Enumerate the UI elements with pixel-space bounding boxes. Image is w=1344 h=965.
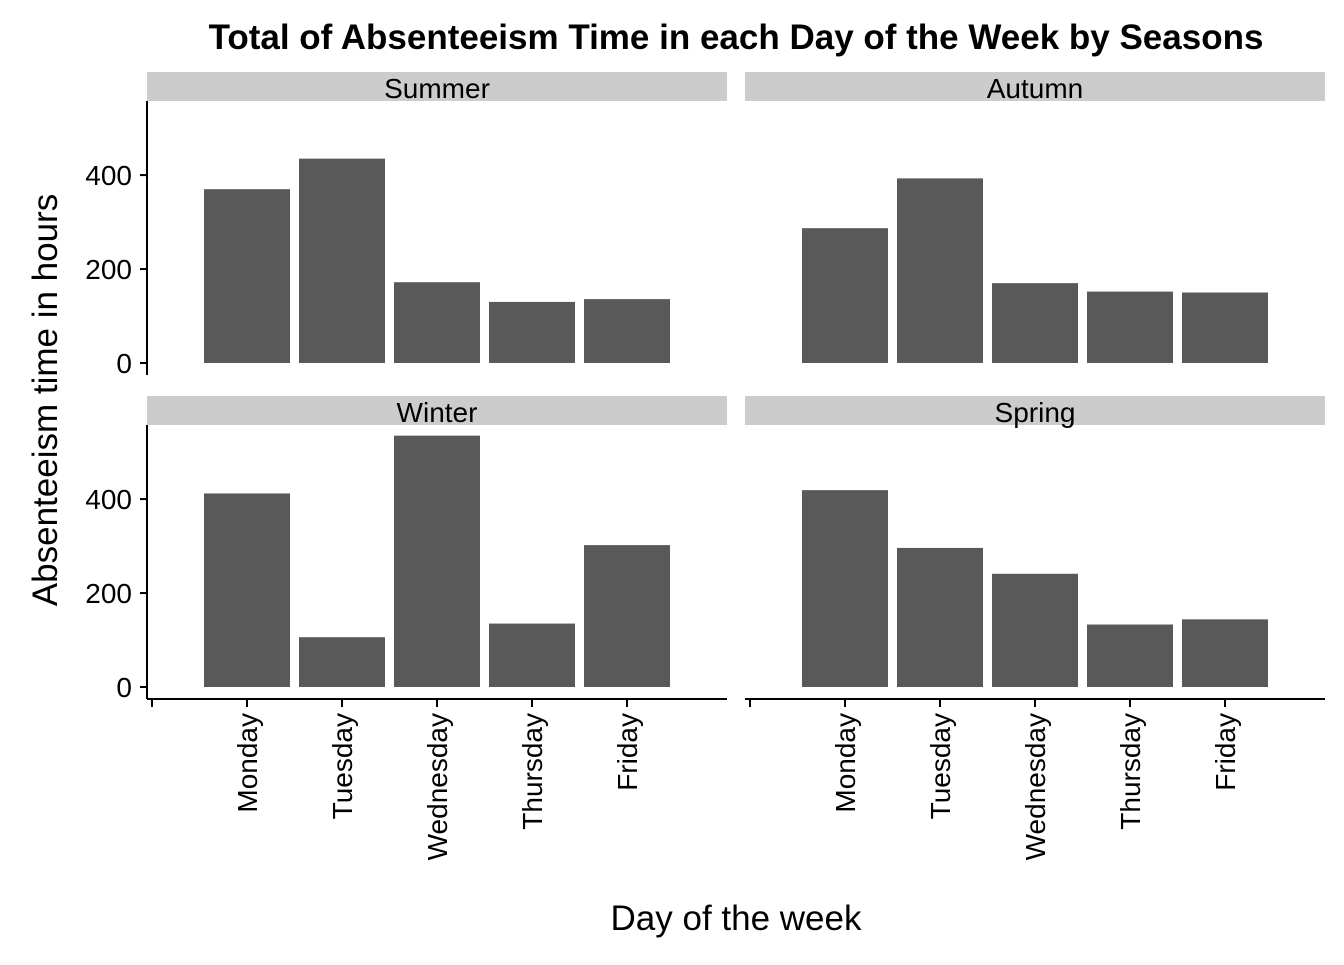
y-tick-label: 200 xyxy=(85,254,132,285)
strip-background xyxy=(147,72,727,101)
x-tick-label-wednesday: Wednesday xyxy=(1020,713,1051,860)
x-tick-label-thursday: Thursday xyxy=(517,713,548,830)
y-tick-label: 0 xyxy=(116,672,132,703)
bar-monday xyxy=(802,490,888,687)
bar-tuesday xyxy=(299,637,385,687)
bar-thursday xyxy=(489,301,575,363)
strip-background xyxy=(745,396,1325,425)
x-tick-label-thursday: Thursday xyxy=(1115,713,1146,830)
bar-friday xyxy=(584,299,670,363)
bar-wednesday xyxy=(394,435,480,687)
facet-panel-winter: Winter 0 200 400 Monday Tuesday Wednesday Thurs… xyxy=(85,396,727,860)
strip-background xyxy=(147,396,727,425)
strip-label: Summer xyxy=(384,73,490,104)
y-tick-label: 0 xyxy=(116,348,132,379)
bar-friday xyxy=(1182,619,1268,687)
strip-label: Spring xyxy=(995,397,1076,428)
bar-monday xyxy=(802,228,888,363)
bar-monday xyxy=(204,493,290,687)
bar-wednesday xyxy=(394,282,480,363)
strip-background xyxy=(745,72,1325,101)
y-tick-label: 200 xyxy=(85,578,132,609)
facet-panels: Summer 0 200 400 Autumn Winter 0 200 400 Monday Tu… xyxy=(85,72,1325,860)
bar-thursday xyxy=(1087,624,1173,687)
x-tick-label-monday: Monday xyxy=(232,713,263,813)
bar-friday xyxy=(1182,292,1268,363)
y-axis-title: Absenteeism time in hours xyxy=(26,194,65,606)
facet-panel-summer: Summer 0 200 400 xyxy=(85,72,727,379)
bar-thursday xyxy=(1087,291,1173,363)
x-tick-label-friday: Friday xyxy=(1210,713,1241,791)
bar-monday xyxy=(204,189,290,363)
y-tick-label: 400 xyxy=(85,160,132,191)
y-tick-label: 400 xyxy=(85,484,132,515)
x-axis-title: Day of the week xyxy=(611,899,862,938)
x-tick-label-tuesday: Tuesday xyxy=(327,713,358,819)
x-tick-label-friday: Friday xyxy=(612,713,643,791)
strip-label: Autumn xyxy=(987,73,1084,104)
bar-wednesday xyxy=(992,573,1078,687)
bar-tuesday xyxy=(299,158,385,363)
facet-panel-autumn: Autumn xyxy=(745,72,1325,363)
bar-tuesday xyxy=(897,547,983,687)
x-tick-label-wednesday: Wednesday xyxy=(422,713,453,860)
strip-label: Winter xyxy=(397,397,478,428)
bar-thursday xyxy=(489,623,575,687)
chart-title: Total of Absenteeism Time in each Day of… xyxy=(209,18,1264,57)
bar-friday xyxy=(584,545,670,687)
x-tick-label-monday: Monday xyxy=(830,713,861,813)
facet-panel-spring: Spring Monday Tuesday Wednesday Thursday Frid… xyxy=(745,396,1325,860)
bar-tuesday xyxy=(897,178,983,363)
x-tick-label-tuesday: Tuesday xyxy=(925,713,956,819)
bar-wednesday xyxy=(992,283,1078,363)
